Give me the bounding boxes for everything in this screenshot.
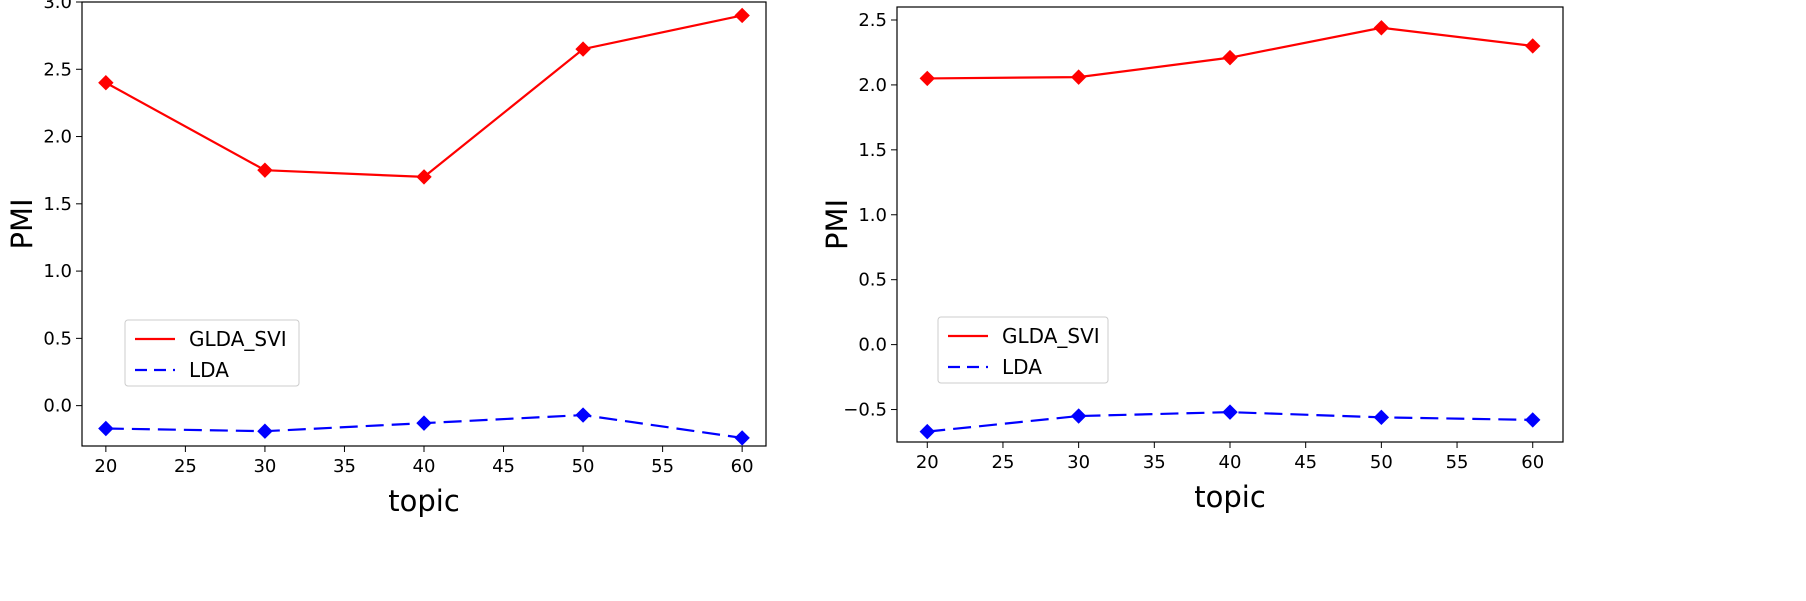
y-tick-label: 1.0 [43, 261, 72, 282]
y-tick-label: 2.5 [858, 10, 887, 31]
x-axis-title: topic [388, 484, 460, 518]
y-tick-label: 1.5 [43, 194, 72, 215]
data-point-glda-svi [416, 169, 432, 185]
x-tick-label: 20 [94, 456, 117, 477]
legend-label: GLDA_SVI [189, 327, 287, 351]
x-tick-label: 55 [1446, 452, 1469, 473]
y-tick-label: 2.0 [43, 127, 72, 148]
x-tick-label: 40 [413, 456, 436, 477]
y-tick-label: 0.5 [858, 270, 887, 291]
y-axis-title: PMI [5, 198, 39, 249]
chart-panel-1: 20 25 30 35 40 45 50 55 60 0.0 0.5 1.0 1.5 2.0 2.5 3.0 t… [5, 0, 767, 518]
y-tick-label: 1.0 [858, 205, 887, 226]
x-tick-label: 55 [651, 456, 674, 477]
data-point-glda-svi [257, 162, 273, 178]
x-tick-label: 20 [916, 452, 939, 473]
data-point-lda [98, 420, 114, 437]
data-point-lda [575, 407, 591, 423]
data-point-lda [416, 415, 432, 431]
x-tick-label: 35 [1143, 452, 1166, 473]
x-tick-label: 40 [1219, 452, 1242, 473]
x-tick-label: 60 [731, 456, 754, 477]
data-point-glda-svi [734, 7, 750, 24]
x-tick-label: 50 [1370, 452, 1393, 473]
legend-box [937, 316, 1109, 384]
legend: GLDA_SVI LDA [124, 319, 300, 387]
data-point-glda-svi [575, 41, 591, 57]
x-tick-label: 45 [492, 456, 515, 477]
legend-label: LDA [189, 358, 229, 382]
data-point-glda-svi [1222, 49, 1238, 66]
x-tick-label: 35 [333, 456, 356, 477]
series-line-glda-svi [105, 14, 743, 179]
y-tick-label: 0.5 [43, 328, 72, 349]
x-tick-label: 30 [253, 456, 276, 477]
data-point-lda [734, 430, 750, 446]
data-point-glda-svi [919, 70, 935, 87]
data-point-lda [1373, 409, 1390, 426]
y-tick-label: 2.0 [858, 75, 887, 96]
y-tick-label: 2.5 [43, 59, 72, 80]
data-point-lda [919, 423, 935, 440]
y-tick-label: 3.0 [43, 0, 72, 13]
data-point-lda [1070, 408, 1087, 424]
x-tick-label: 25 [992, 452, 1015, 473]
y-tick-label: −0.5 [843, 400, 887, 421]
x-tick-label: 50 [572, 456, 595, 477]
legend-box [124, 319, 300, 387]
data-point-lda [1222, 404, 1238, 420]
data-point-glda-svi [1373, 20, 1390, 36]
y-tick-label: 0.0 [43, 396, 72, 417]
data-point-lda [257, 423, 273, 439]
legend-label: GLDA_SVI [1002, 324, 1100, 348]
x-tick-label: 30 [1067, 452, 1090, 473]
x-tick-label: 45 [1294, 452, 1317, 473]
data-point-glda-svi [1070, 69, 1087, 85]
y-tick-label: 1.5 [858, 140, 887, 161]
legend-label: LDA [1002, 355, 1042, 379]
data-point-lda [1525, 412, 1541, 428]
x-axis-title: topic [1194, 480, 1266, 514]
legend: GLDA_SVI LDA [937, 316, 1109, 384]
x-tick-label: 60 [1521, 452, 1544, 473]
x-tick-label: 25 [174, 456, 197, 477]
data-point-glda-svi [98, 75, 114, 91]
y-tick-label: 0.0 [858, 335, 887, 356]
y-axis-title: PMI [820, 199, 854, 250]
chart-panel-2: 20 25 30 35 40 45 50 55 60 −0.5 0.0 0.5 1.0 1.5 2.0 2.5… [820, 6, 1564, 514]
data-point-glda-svi [1525, 38, 1541, 54]
